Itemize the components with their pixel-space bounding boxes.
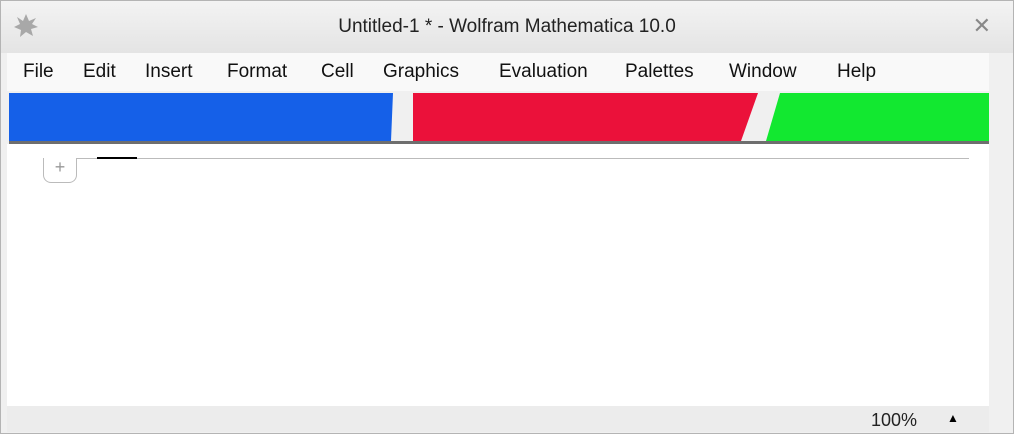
close-icon[interactable]: ✕: [972, 13, 991, 38]
zoom-level[interactable]: 100%: [871, 410, 918, 430]
triangle-up-icon[interactable]: ▲: [947, 411, 959, 425]
cell-insertion-line: [77, 158, 969, 159]
blue-segment[interactable]: [9, 93, 393, 141]
menu-bar: File Edit Insert Format Cell Graphics Ev…: [7, 53, 989, 91]
mathematica-spikey-icon: [14, 14, 38, 37]
menu-help[interactable]: Help: [837, 61, 877, 82]
menu-edit[interactable]: Edit: [83, 61, 116, 82]
color-toolbar: [9, 93, 989, 141]
window-title: Untitled-1 * - Wolfram Mathematica 10.0: [338, 16, 676, 37]
toolbar-separator: [9, 141, 989, 144]
red-segment[interactable]: [413, 93, 758, 141]
menu-format[interactable]: Format: [227, 61, 288, 82]
insert-cell-button[interactable]: +: [43, 158, 77, 183]
notebook-area[interactable]: +: [7, 144, 989, 406]
title-bar: Untitled-1 * - Wolfram Mathematica 10.0 …: [1, 1, 1013, 53]
menu-file[interactable]: File: [23, 61, 54, 82]
menu-cell[interactable]: Cell: [321, 61, 354, 82]
menu-window[interactable]: Window: [729, 61, 797, 82]
menu-palettes[interactable]: Palettes: [625, 61, 694, 82]
menu-graphics[interactable]: Graphics: [383, 61, 460, 82]
text-cursor: [97, 157, 137, 159]
menu-insert[interactable]: Insert: [145, 61, 193, 82]
menu-evaluation[interactable]: Evaluation: [499, 61, 588, 82]
status-bar: 100% ▲: [7, 406, 989, 432]
green-segment[interactable]: [766, 93, 989, 141]
